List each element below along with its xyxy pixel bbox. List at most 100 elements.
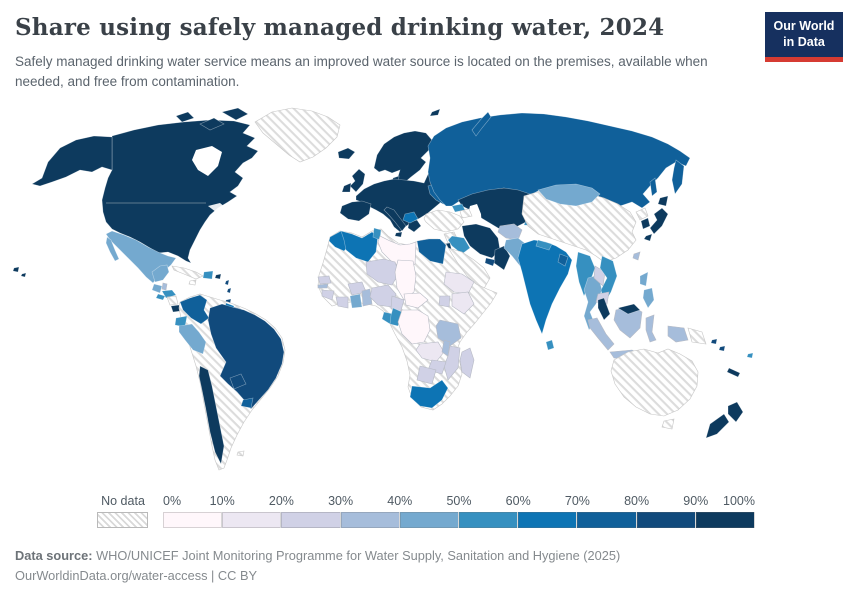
country-indonesia[interactable] xyxy=(667,325,689,343)
country-bangladesh[interactable] xyxy=(557,253,569,267)
country-iceland[interactable] xyxy=(337,147,356,160)
country-fiji[interactable] xyxy=(746,352,754,359)
legend-bin-6[interactable] xyxy=(459,512,519,528)
arctic-island[interactable] xyxy=(175,111,195,123)
country-malaysia[interactable] xyxy=(597,297,611,321)
novaya-zemlya[interactable] xyxy=(471,111,492,137)
legend-bin-7[interactable] xyxy=(518,512,578,528)
country-japan[interactable] xyxy=(643,233,653,242)
legend-nodata-swatch[interactable] xyxy=(97,512,148,528)
legend-bin-3[interactable] xyxy=(281,512,341,528)
country-azerbaijan[interactable] xyxy=(459,208,473,219)
country-nepal[interactable] xyxy=(535,239,553,251)
country-colombia[interactable] xyxy=(179,294,210,325)
country-jamaica[interactable] xyxy=(188,279,197,286)
region-alaska[interactable] xyxy=(31,135,113,187)
country-cote-divoire[interactable] xyxy=(335,296,349,309)
arctic-island[interactable] xyxy=(199,117,225,131)
country-italy[interactable] xyxy=(383,206,407,232)
country-indonesia[interactable] xyxy=(587,317,615,351)
legend-bin-9[interactable] xyxy=(636,512,696,528)
country-guatemala[interactable] xyxy=(151,283,163,294)
solomon-islands[interactable] xyxy=(710,338,718,345)
kamchatka[interactable] xyxy=(671,159,685,195)
country-greenland[interactable] xyxy=(254,107,341,163)
legend-bin-10[interactable] xyxy=(695,512,756,528)
svalbard[interactable] xyxy=(429,108,441,117)
country-botswana[interactable] xyxy=(416,365,437,385)
falkland-islands[interactable] xyxy=(236,450,245,457)
country-senegal[interactable] xyxy=(317,275,332,285)
country-kenya[interactable] xyxy=(451,291,475,315)
region-scandinavia[interactable] xyxy=(373,130,433,184)
lesser-antilles[interactable] xyxy=(224,279,230,286)
lesser-antilles[interactable] xyxy=(226,287,232,294)
country-paraguay[interactable] xyxy=(229,373,247,390)
country-sri-lanka[interactable] xyxy=(545,339,555,351)
country-niger[interactable] xyxy=(365,258,400,286)
owid-logo[interactable]: Our World in Data xyxy=(765,12,843,63)
sakhalin[interactable] xyxy=(649,177,658,197)
country-mexico-baja[interactable] xyxy=(105,236,120,262)
country-mozambique[interactable] xyxy=(443,345,461,381)
country-indonesia[interactable] xyxy=(645,314,657,343)
tasmania[interactable] xyxy=(661,418,675,430)
country-uruguay[interactable] xyxy=(240,397,254,409)
country-brazil[interactable] xyxy=(207,303,285,410)
country-italy-sicily[interactable] xyxy=(394,231,403,238)
new-caledonia[interactable] xyxy=(726,367,741,378)
country-afghanistan[interactable] xyxy=(497,223,523,241)
region-balkans[interactable] xyxy=(402,211,419,224)
region-europe-mainland[interactable] xyxy=(355,171,445,233)
country-india[interactable] xyxy=(517,239,573,335)
country-south-korea[interactable] xyxy=(640,217,651,230)
arctic-island[interactable] xyxy=(221,107,249,121)
country-greece[interactable] xyxy=(407,219,422,233)
country-cuba[interactable] xyxy=(171,265,204,280)
country-new-zealand[interactable] xyxy=(705,413,730,439)
country-egypt[interactable] xyxy=(416,238,447,265)
region-togo-benin[interactable] xyxy=(361,288,373,307)
country-dr-congo[interactable] xyxy=(397,309,431,345)
country-new-zealand[interactable] xyxy=(727,401,744,423)
country-madagascar[interactable] xyxy=(459,347,475,379)
country-uae[interactable] xyxy=(484,257,496,267)
country-taiwan[interactable] xyxy=(632,251,641,261)
solomon-islands[interactable] xyxy=(718,345,726,352)
legend-bin-2[interactable] xyxy=(222,512,282,528)
country-nicaragua[interactable] xyxy=(166,295,179,306)
country-algeria[interactable] xyxy=(340,230,379,263)
country-united-kingdom[interactable] xyxy=(349,168,366,193)
country-japan[interactable] xyxy=(657,195,669,207)
country-philippines[interactable] xyxy=(639,271,649,287)
country-libya[interactable] xyxy=(377,235,417,269)
country-gambia[interactable] xyxy=(317,283,329,289)
country-japan[interactable] xyxy=(649,207,669,235)
country-belize[interactable] xyxy=(161,282,168,291)
country-iran[interactable] xyxy=(461,223,501,259)
country-australia[interactable] xyxy=(610,348,699,417)
hawaii[interactable] xyxy=(12,266,20,273)
hawaii[interactable] xyxy=(20,272,27,278)
owid-link[interactable]: OurWorldinData.org/water-access xyxy=(15,568,208,584)
country-puerto-rico[interactable] xyxy=(214,273,222,280)
country-uganda[interactable] xyxy=(438,295,451,308)
legend-bin-1[interactable] xyxy=(163,512,223,528)
country-ghana[interactable] xyxy=(349,293,363,309)
country-south-africa[interactable] xyxy=(409,379,449,409)
country-ireland[interactable] xyxy=(341,182,352,193)
country-dominican-republic[interactable] xyxy=(202,270,214,280)
country-north-korea[interactable] xyxy=(635,207,649,221)
country-el-salvador[interactable] xyxy=(155,293,166,301)
country-papua-new-guinea[interactable] xyxy=(687,327,707,345)
country-central-african-republic[interactable] xyxy=(403,292,429,309)
legend-bin-8[interactable] xyxy=(577,512,637,528)
country-mexico-yucatan[interactable] xyxy=(151,264,170,283)
country-honduras[interactable] xyxy=(161,289,177,299)
country-malaysia[interactable] xyxy=(617,303,641,315)
country-philippines[interactable] xyxy=(642,287,655,309)
region-iberia[interactable] xyxy=(339,200,372,222)
country-peru[interactable] xyxy=(178,323,207,355)
country-mongolia[interactable] xyxy=(537,183,601,207)
